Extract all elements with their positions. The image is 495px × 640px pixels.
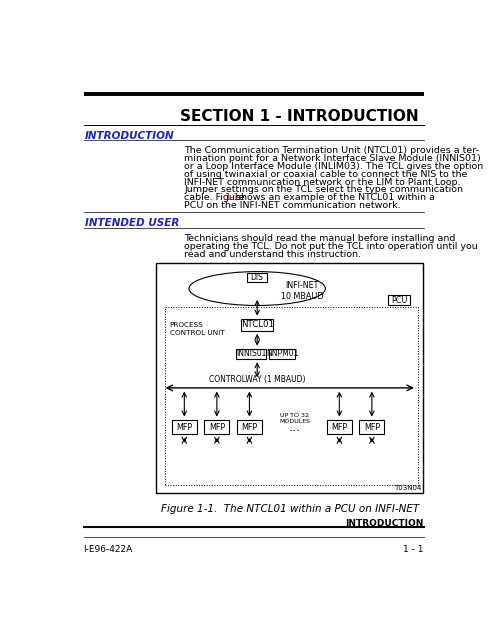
Text: INFI-NET communication network or the LIM to Plant Loop.: INFI-NET communication network or the LI… [184,177,461,186]
Text: MFP: MFP [209,422,225,431]
Text: PROCESS
CONTROL UNIT: PROCESS CONTROL UNIT [170,323,224,336]
Bar [172,420,197,434]
Text: NTCL01: NTCL01 [241,320,274,329]
Bar [204,420,229,434]
Text: of using twinaxial or coaxial cable to connect the NIS to the: of using twinaxial or coaxial cable to c… [184,170,468,179]
Text: NNPM01: NNPM01 [266,349,298,358]
Bar [247,273,267,282]
Text: PCU on the INFI-NET communication network.: PCU on the INFI-NET communication networ… [184,201,401,210]
Text: Technicians should read the manual before installing and: Technicians should read the manual befor… [184,234,456,243]
Text: The Communication Termination Unit (NTCL01) provides a ter-: The Communication Termination Unit (NTCL… [184,146,479,155]
Bar [241,319,273,331]
Text: MFP: MFP [242,422,257,431]
Text: MFP: MFP [364,422,380,431]
Ellipse shape [189,271,325,305]
Text: INTRODUCTION: INTRODUCTION [346,519,424,528]
Text: Figure 1-1.  The NTCL01 within a PCU on INFI-NET: Figure 1-1. The NTCL01 within a PCU on I… [160,504,419,514]
Text: UP TO 32
MODULES: UP TO 32 MODULES [279,413,310,424]
Text: MFP: MFP [176,422,193,431]
Text: INNIS01: INNIS01 [236,349,266,358]
Bar [269,349,295,360]
Text: Jumper settings on the TCL select the type communication: Jumper settings on the TCL select the ty… [184,186,463,195]
Text: I-E96-422A: I-E96-422A [84,545,133,554]
Bar [156,263,423,493]
Bar [236,349,266,360]
Bar [237,420,262,434]
Text: or a Loop Interface Module (INLIM03). The TCL gives the option: or a Loop Interface Module (INLIM03). Th… [184,162,484,171]
Text: ...: ... [289,420,300,434]
Text: read and understand this instruction.: read and understand this instruction. [184,250,361,259]
Text: INTRODUCTION: INTRODUCTION [85,131,175,141]
Text: MFP: MFP [331,422,347,431]
Bar [327,420,352,434]
Text: cable. Figure: cable. Figure [184,193,248,202]
Text: 1-1: 1-1 [225,193,240,202]
Text: T03N04: T03N04 [394,485,421,491]
Text: operating the TCL. Do not put the TCL into operation until you: operating the TCL. Do not put the TCL in… [184,242,478,251]
Text: mination point for a Network Interface Slave Module (INNIS01): mination point for a Network Interface S… [184,154,481,163]
Text: CONTROLWAY (1 MBAUD): CONTROLWAY (1 MBAUD) [209,375,305,384]
Text: SECTION 1 - INTRODUCTION: SECTION 1 - INTRODUCTION [180,109,418,124]
Bar [165,307,418,485]
Text: PCU: PCU [391,296,407,305]
Text: INTENDED USER: INTENDED USER [85,218,180,228]
Text: DIS: DIS [251,273,264,282]
Text: 1 - 1: 1 - 1 [403,545,424,554]
Text: shows an example of the NTCL01 within a: shows an example of the NTCL01 within a [233,193,435,202]
Text: INFI-NET
10 MBAUD: INFI-NET 10 MBAUD [281,281,323,301]
Bar [388,295,410,305]
Bar [359,420,384,434]
